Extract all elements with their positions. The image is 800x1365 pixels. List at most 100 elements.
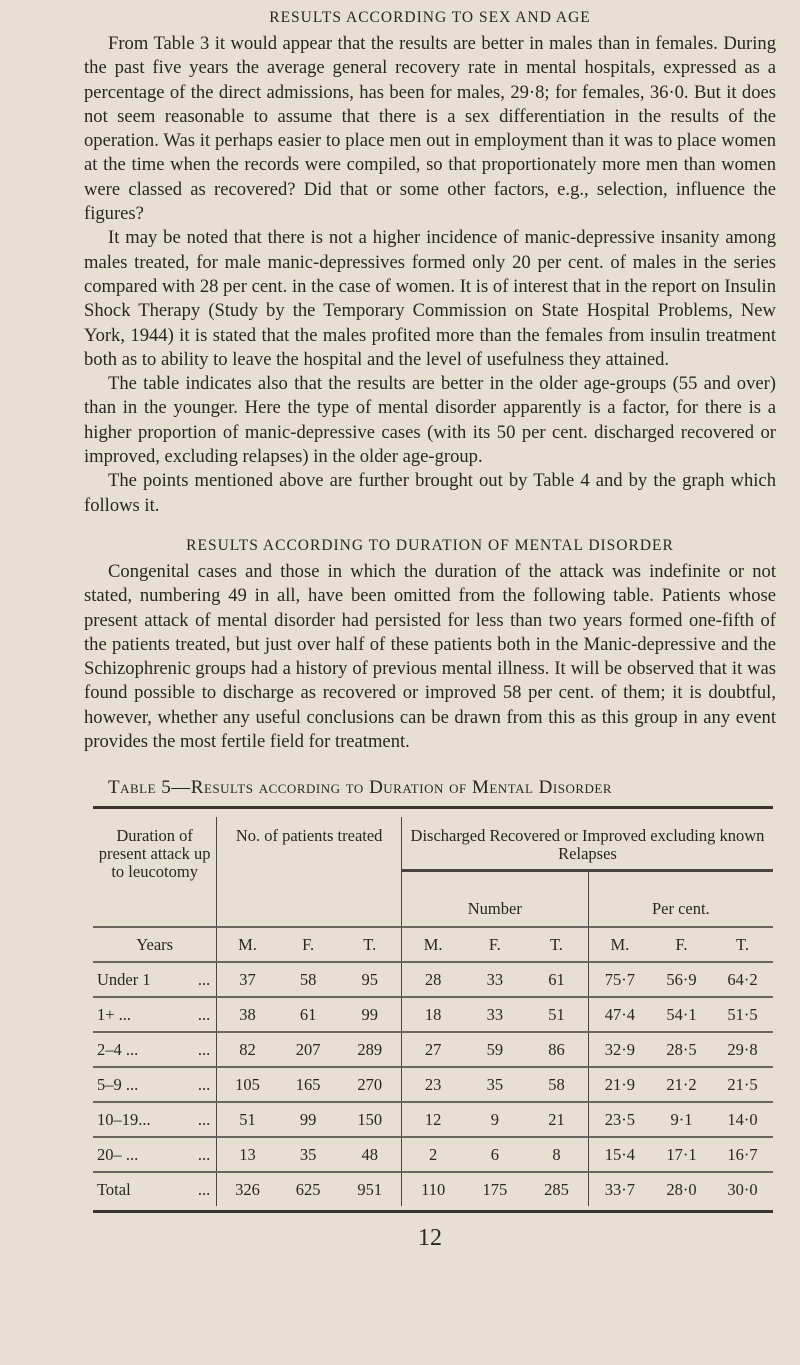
table-cell: 175 — [464, 1171, 526, 1207]
table-cell: 18 — [400, 996, 465, 1033]
table-cell: 82 — [216, 1031, 278, 1068]
table-cell: 30·0 — [711, 1171, 773, 1207]
table-row: 10–19... ... 51 99 150 12 9 21 23·5 9·1 14·0 — [93, 1101, 773, 1138]
table-cell: 17·1 — [651, 1136, 712, 1173]
table-cell: 59 — [464, 1031, 526, 1068]
row-label: 5–9 ... ... — [93, 1066, 217, 1103]
table-bottom-rule — [93, 1210, 773, 1214]
header-number: Number — [400, 870, 589, 928]
table-cell: 9 — [464, 1101, 526, 1138]
row-leader-dots: ... — [197, 1179, 211, 1199]
table-cell: 38 — [216, 996, 278, 1033]
table-cell: 51 — [216, 1101, 278, 1138]
row-label-text: 20– ... — [97, 1144, 139, 1164]
header-years: Years — [93, 926, 217, 963]
table-cell: 61 — [277, 996, 339, 1033]
table-cell: 23·5 — [587, 1101, 652, 1138]
header-t: T. — [338, 926, 402, 963]
row-leader-dots: ... — [197, 1004, 211, 1024]
table-cell: 6 — [464, 1136, 526, 1173]
table-cell: 33 — [464, 961, 526, 998]
row-label-text: 2–4 ... — [97, 1039, 139, 1059]
table-cell: 35 — [277, 1136, 339, 1173]
table-cell: 14·0 — [711, 1101, 773, 1138]
row-label: Total ... — [93, 1171, 217, 1207]
table-cell: 51·5 — [711, 996, 773, 1033]
table-cell: 12 — [400, 1101, 465, 1138]
table-cell: 285 — [525, 1171, 589, 1207]
table-cell: 32·9 — [587, 1031, 652, 1068]
table-cell: 58 — [277, 961, 339, 998]
table-cell: 48 — [338, 1136, 402, 1173]
paragraph: The points mentioned above are further b… — [84, 470, 776, 516]
table-cell: 54·1 — [651, 996, 712, 1033]
table-cell: 37 — [216, 961, 278, 998]
page-number: 12 — [418, 1225, 442, 1252]
table-cell: 33·7 — [587, 1171, 652, 1207]
table-row: Under 1 ... 37 58 95 28 33 61 75·7 56·9 64·2 — [93, 961, 773, 998]
table-row: 5–9 ... ... 105 165 270 23 35 58 21·9 21·2 21·5 — [93, 1066, 773, 1103]
table-cell: 110 — [400, 1171, 465, 1207]
table-cell: 21·9 — [587, 1066, 652, 1103]
table-cell: 21·5 — [711, 1066, 773, 1103]
header-m: M. — [400, 926, 465, 963]
table-cell: 951 — [338, 1171, 402, 1207]
row-label: 2–4 ... ... — [93, 1031, 217, 1068]
table-cell: 99 — [277, 1101, 339, 1138]
row-leader-dots: ... — [197, 1039, 211, 1059]
table-cell: 95 — [338, 961, 402, 998]
paragraph: It may be noted that there is not a high… — [84, 227, 776, 370]
table-cell: 28 — [400, 961, 465, 998]
table-row: 20– ... ... 13 35 48 2 6 8 15·4 17·1 16·7 — [93, 1136, 773, 1173]
row-label: 1+ ... ... — [93, 996, 217, 1033]
row-label-text: Total — [97, 1179, 131, 1199]
table-cell: 58 — [525, 1066, 589, 1103]
table-cell: 625 — [277, 1171, 339, 1207]
header-m: M. — [587, 926, 652, 963]
table-cell: 23 — [400, 1066, 465, 1103]
table-cell: 99 — [338, 996, 402, 1033]
table-cell: 61 — [525, 961, 589, 998]
table-row: 2–4 ... ... 82 207 289 27 59 86 32·9 28·5 29·8 — [93, 1031, 773, 1068]
header-f: F. — [464, 926, 526, 963]
table-cell: 9·1 — [651, 1101, 712, 1138]
table-cell: 21·2 — [651, 1066, 712, 1103]
table-caption: Table 5—Results according to Duration of… — [108, 777, 613, 799]
table-cell: 15·4 — [587, 1136, 652, 1173]
header-m: M. — [216, 926, 278, 963]
table-cell: 326 — [216, 1171, 278, 1207]
row-label: Under 1 ... — [93, 961, 217, 998]
table-row: Total ... 326 625 951 110 175 285 33·7 28·0 30·0 — [93, 1171, 773, 1207]
row-leader-dots: ... — [197, 1074, 211, 1094]
table-row: 1+ ... ... 38 61 99 18 33 51 47·4 54·1 51·5 — [93, 996, 773, 1033]
table-cell: 86 — [525, 1031, 589, 1068]
table-cell: 28·5 — [651, 1031, 712, 1068]
row-leader-dots: ... — [197, 969, 211, 989]
table-cell: 29·8 — [711, 1031, 773, 1068]
row-leader-dots: ... — [197, 1144, 211, 1164]
table-cell: 51 — [525, 996, 589, 1033]
results-table: Duration of present attack up to leucoto… — [93, 817, 773, 1207]
header-t: T. — [525, 926, 589, 963]
section-heading-duration: RESULTS ACCORDING TO DURATION OF MENTAL … — [186, 536, 674, 554]
section-heading-sex-age: RESULTS ACCORDING TO SEX AND AGE — [269, 9, 591, 26]
header-percent: Per cent. — [587, 870, 773, 928]
table-cell: 33 — [464, 996, 526, 1033]
table-cell: 150 — [338, 1101, 402, 1138]
paragraph: Congenital cases and those in which the … — [84, 560, 776, 753]
table-cell: 165 — [277, 1066, 339, 1103]
table-cell: 28·0 — [651, 1171, 712, 1207]
table-cell: 207 — [277, 1031, 339, 1068]
table-cell: 270 — [338, 1066, 402, 1103]
table-cell: 64·2 — [711, 961, 773, 998]
row-leader-dots: ... — [197, 1109, 211, 1129]
row-label: 10–19... ... — [93, 1101, 217, 1138]
row-label: 20– ... ... — [93, 1136, 217, 1173]
paragraph: The table indicates also that the result… — [84, 373, 776, 468]
table-cell: 21 — [525, 1101, 589, 1138]
row-label-text: Under 1 — [97, 969, 151, 989]
header-f: F. — [651, 926, 712, 963]
table-cell: 56·9 — [651, 961, 712, 998]
header-t: T. — [711, 926, 773, 963]
